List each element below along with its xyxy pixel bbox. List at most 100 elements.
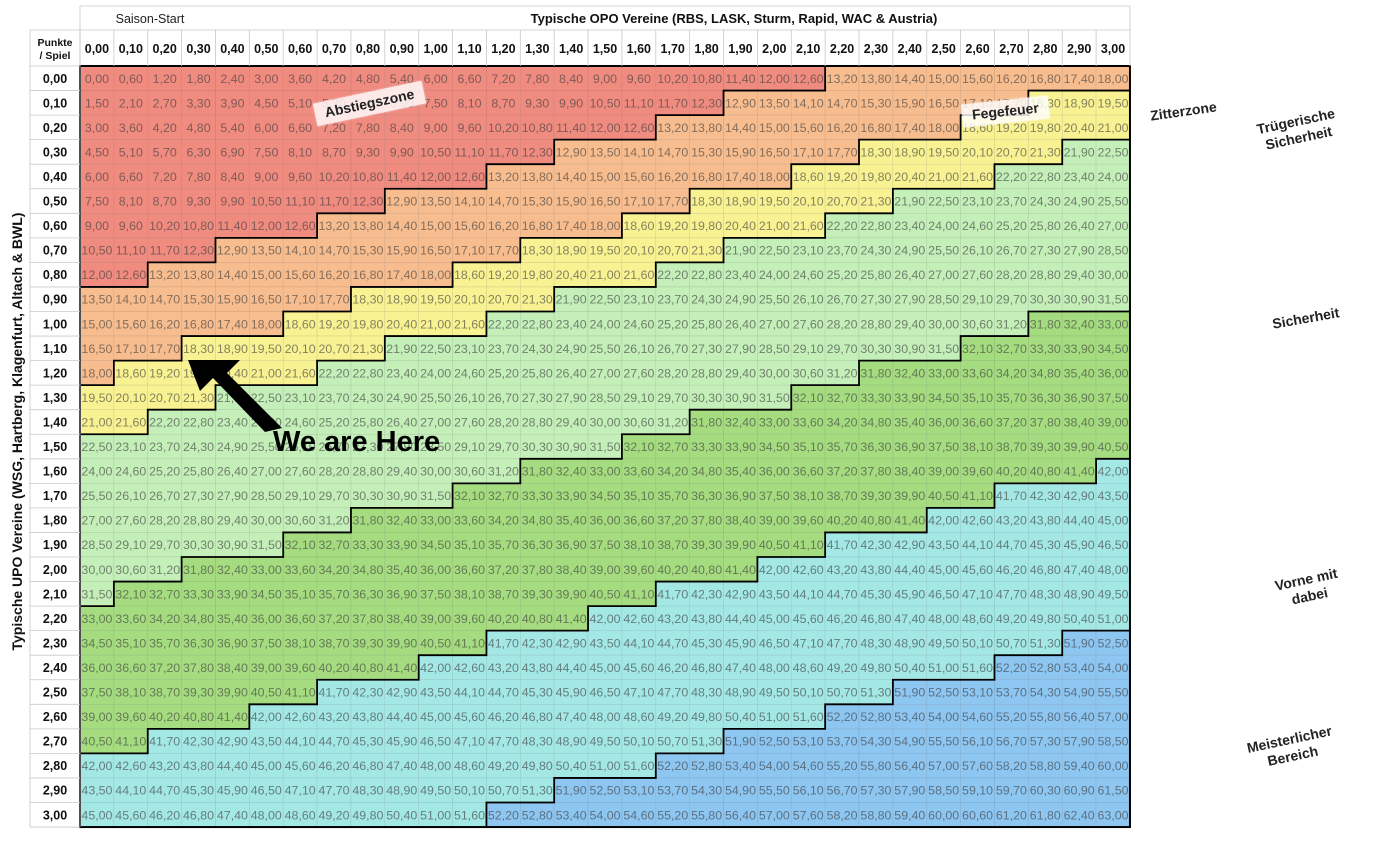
cell-value: 30,00 bbox=[251, 514, 282, 528]
cell-value: 30,30 bbox=[1030, 293, 1061, 307]
cell-value: 23,40 bbox=[556, 317, 587, 331]
cell-value: 5,40 bbox=[220, 121, 244, 135]
cell-value: 55,50 bbox=[928, 735, 959, 749]
cell-value: 45,60 bbox=[962, 563, 993, 577]
cell-value: 25,80 bbox=[352, 415, 383, 429]
cell bbox=[1028, 581, 1063, 607]
cell-value: 42,00 bbox=[420, 661, 451, 675]
cell-value: 43,80 bbox=[352, 710, 383, 724]
cell bbox=[553, 433, 589, 460]
cell-value: 20,70 bbox=[488, 293, 519, 307]
cell-value: 26,10 bbox=[623, 342, 654, 356]
cell-value: 44,40 bbox=[1064, 514, 1095, 528]
cell-value: 34,20 bbox=[996, 366, 1027, 380]
cell bbox=[452, 409, 487, 435]
cell-value: 28,50 bbox=[1098, 244, 1129, 258]
cell-value: 45,30 bbox=[183, 784, 214, 798]
cell bbox=[147, 311, 182, 337]
cell bbox=[1061, 507, 1097, 533]
row-tick-label: 1,80 bbox=[43, 514, 67, 528]
cell bbox=[418, 483, 453, 509]
cell-value: 15,60 bbox=[623, 170, 654, 184]
cell-value: 51,00 bbox=[420, 808, 451, 822]
cell-value: 6,00 bbox=[254, 121, 278, 135]
cell-value: 19,20 bbox=[827, 170, 858, 184]
cell-value: 9,00 bbox=[593, 72, 617, 86]
cell-value: 25,20 bbox=[996, 219, 1027, 233]
cell-value: 51,90 bbox=[894, 686, 925, 700]
cell bbox=[316, 556, 352, 582]
cell bbox=[1028, 605, 1063, 631]
cell-value: 42,30 bbox=[691, 587, 722, 601]
cell-value: 11,40 bbox=[556, 121, 586, 135]
cell-value: 14,10 bbox=[454, 195, 485, 209]
cell bbox=[181, 605, 216, 631]
cell bbox=[486, 114, 521, 140]
cell-value: 31,50 bbox=[81, 587, 112, 601]
cell-value: 19,80 bbox=[860, 170, 891, 184]
cell bbox=[553, 163, 589, 190]
cell-value: 34,80 bbox=[860, 415, 891, 429]
cell bbox=[994, 630, 1029, 656]
cell-value: 37,20 bbox=[149, 661, 180, 675]
cell bbox=[790, 753, 826, 779]
cell-value: 39,30 bbox=[522, 587, 553, 601]
cell-value: 62,40 bbox=[1064, 808, 1095, 822]
cell-value: 17,10 bbox=[285, 293, 316, 307]
cell-value: 36,30 bbox=[352, 587, 383, 601]
cell bbox=[1028, 802, 1063, 828]
cell-value: 14,70 bbox=[149, 293, 180, 307]
cell bbox=[824, 654, 860, 681]
cell bbox=[655, 360, 690, 386]
cell-value: 39,00 bbox=[81, 710, 112, 724]
cell-value: 45,30 bbox=[1030, 538, 1061, 552]
cell bbox=[723, 507, 758, 533]
cell-value: 37,50 bbox=[81, 686, 112, 700]
cell-value: 31,80 bbox=[183, 563, 214, 577]
cell bbox=[723, 777, 758, 803]
cell-value: 26,10 bbox=[793, 293, 824, 307]
cell bbox=[147, 335, 182, 361]
cell-value: 33,90 bbox=[386, 538, 417, 552]
cell-value: 26,40 bbox=[217, 465, 248, 479]
cell-value: 39,30 bbox=[1030, 440, 1061, 454]
cell-value: 13,50 bbox=[420, 195, 451, 209]
cell bbox=[452, 213, 487, 239]
cell bbox=[994, 458, 1029, 484]
cell bbox=[113, 703, 149, 730]
cell bbox=[689, 458, 724, 484]
cell-value: 16,20 bbox=[996, 72, 1027, 86]
column-tick-label: 1,80 bbox=[694, 42, 718, 56]
cell-value: 21,30 bbox=[860, 195, 891, 209]
cell bbox=[520, 90, 555, 116]
cell bbox=[723, 458, 758, 484]
cell-value: 13,20 bbox=[149, 268, 180, 282]
cell bbox=[79, 703, 115, 730]
cell-value: 19,20 bbox=[996, 121, 1027, 135]
cell bbox=[1061, 458, 1097, 484]
cell bbox=[79, 384, 115, 410]
cell bbox=[824, 360, 860, 386]
cell-value: 45,00 bbox=[759, 612, 790, 626]
cell-value: 29,10 bbox=[623, 391, 654, 405]
cell-value: 25,50 bbox=[928, 244, 959, 258]
cell-value: 27,60 bbox=[962, 268, 993, 282]
cell bbox=[282, 237, 318, 263]
cell-value: 27,30 bbox=[352, 440, 383, 454]
cell-value: 35,40 bbox=[1064, 366, 1095, 380]
cell-value: 48,60 bbox=[962, 612, 993, 626]
cell-value: 8,10 bbox=[288, 145, 312, 159]
cell bbox=[418, 654, 453, 681]
cell bbox=[723, 679, 758, 705]
cell-value: 36,60 bbox=[454, 563, 485, 577]
cell bbox=[384, 532, 419, 558]
cell bbox=[790, 532, 826, 558]
cell-value: 33,00 bbox=[81, 612, 112, 626]
cell-value: 43,80 bbox=[1030, 514, 1061, 528]
cell bbox=[452, 507, 487, 533]
cell-value: 13,80 bbox=[522, 170, 553, 184]
cell bbox=[486, 654, 521, 681]
cell-value: 60,60 bbox=[962, 808, 993, 822]
cell-value: 34,20 bbox=[488, 514, 519, 528]
cell-value: 18,90 bbox=[1064, 96, 1095, 110]
